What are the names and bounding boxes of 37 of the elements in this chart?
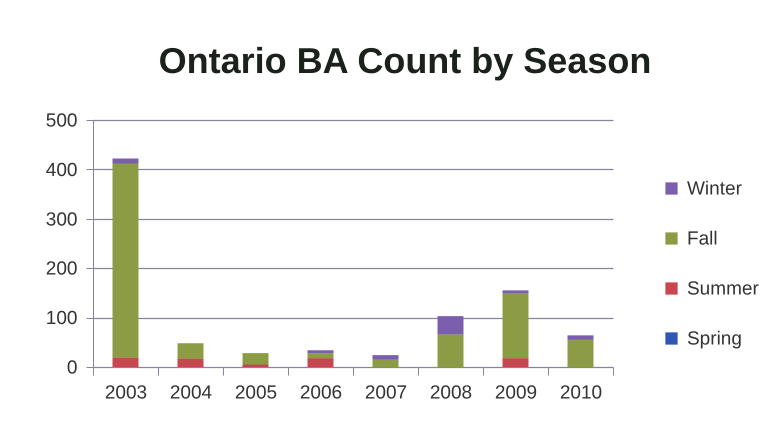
bar (568, 335, 594, 340)
chart-title: Ontario BA Count by Season (158, 40, 652, 81)
y-tick-label: 400 (46, 160, 78, 181)
bar (178, 358, 204, 367)
bar (308, 358, 334, 367)
bar (502, 290, 528, 294)
bar (308, 350, 334, 354)
y-tick-label: 300 (46, 209, 78, 230)
bar (112, 158, 138, 164)
legend-label: Spring (687, 328, 742, 350)
y-tick-label: 0 (66, 358, 78, 378)
y-tick-label: 100 (46, 308, 78, 330)
x-tick-label: 2005 (234, 382, 278, 404)
y-tick-label: 500 (46, 110, 78, 132)
legend-label: Summer (687, 278, 760, 300)
x-tick-label: 2006 (300, 382, 342, 404)
bar (438, 334, 464, 367)
bar (112, 163, 138, 358)
bar (372, 355, 398, 360)
bar (568, 340, 594, 367)
x-tick-label: 2004 (170, 382, 213, 404)
x-tick-label: 2003 (104, 382, 148, 404)
x-tick-label: 2010 (560, 382, 602, 404)
legend-label: Fall (687, 228, 718, 250)
bar (438, 316, 464, 334)
bar (502, 293, 528, 358)
bar (372, 360, 398, 367)
bar (178, 343, 204, 359)
bar (308, 353, 334, 358)
y-tick-label: 200 (46, 258, 78, 280)
bar (112, 358, 138, 367)
legend-label: Winter (687, 178, 743, 200)
x-tick-label: 2007 (364, 382, 408, 404)
x-tick-label: 2009 (494, 382, 538, 404)
x-tick-label: 2008 (430, 382, 472, 404)
bar (242, 353, 268, 365)
bar (502, 358, 528, 367)
